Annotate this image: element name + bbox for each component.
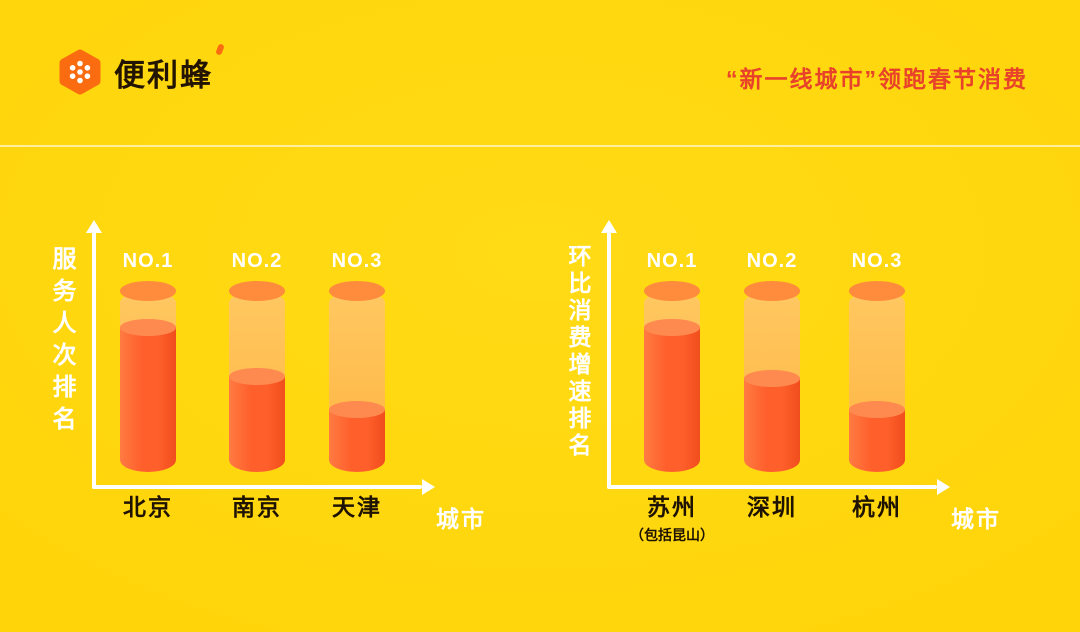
- cylinder-fill: [849, 400, 905, 472]
- x-axis: [607, 485, 937, 489]
- y-axis-label: 环比消费增速排名: [565, 244, 591, 460]
- city-label: 天津: [332, 494, 382, 520]
- cylinder-rim: [744, 281, 800, 301]
- y-axis-label: 服务人次排名: [48, 246, 75, 438]
- cylinder-rim: [120, 281, 176, 301]
- cylinder-tube: [229, 291, 285, 472]
- x-axis-title: 城市: [436, 506, 486, 532]
- bar-column-hangzhou: NO.3 杭州: [849, 250, 905, 522]
- cylinder-fill: [120, 319, 176, 472]
- bar-column-nanjing: NO.2 南京: [229, 250, 285, 522]
- page-title: “新一线城市”领跑春节消费: [726, 66, 1028, 92]
- city-label: 杭州: [852, 494, 902, 520]
- header-divider: [0, 145, 1080, 147]
- cylinder-rim: [849, 281, 905, 301]
- rank-badge: NO.3: [851, 250, 903, 272]
- cylinder-tube: [644, 291, 700, 472]
- cylinder-fill: [329, 400, 385, 472]
- city-label: 深圳: [747, 494, 797, 520]
- y-axis-arrow-icon: [86, 220, 102, 233]
- header: 便利蜂 “新一线城市”领跑春节消费: [0, 0, 1080, 145]
- cylinder-rim: [229, 281, 285, 301]
- rank-badge: NO.2: [231, 250, 283, 272]
- bar-column-tianjin: NO.3 天津: [329, 250, 385, 522]
- cylinder-tube: [744, 291, 800, 472]
- city-label: 苏州: [647, 494, 697, 520]
- cylinder-fill: [229, 368, 285, 472]
- bar-column-beijing: NO.1 北京: [120, 250, 176, 522]
- cylinder-tube: [329, 291, 385, 472]
- y-axis: [607, 232, 611, 489]
- cylinder-tube: [849, 291, 905, 472]
- cylinder-rim: [644, 281, 700, 301]
- city-note: （包括昆山）: [630, 527, 714, 543]
- x-axis: [92, 485, 422, 489]
- brand-logo: 便利蜂: [56, 43, 225, 96]
- rank-badge: NO.2: [746, 250, 798, 272]
- cylinder-tube: [120, 291, 176, 472]
- x-axis-title: 城市: [951, 506, 1001, 532]
- city-label: 南京: [232, 494, 282, 520]
- honeycomb-logo-icon: [59, 49, 101, 95]
- rank-badge: NO.1: [122, 250, 174, 272]
- brand-name: 便利蜂: [114, 57, 213, 93]
- x-axis-arrow-icon: [937, 479, 950, 495]
- x-axis-arrow-icon: [422, 479, 435, 495]
- cylinder-fill: [644, 319, 700, 472]
- city-label: 北京: [123, 494, 173, 520]
- logo-accent-icon: [215, 43, 225, 56]
- cylinder-fill: [744, 369, 800, 472]
- rank-badge: NO.1: [646, 250, 698, 272]
- bar-column-shenzhen: NO.2 深圳: [744, 250, 800, 522]
- bar-column-suzhou: NO.1 苏州 （包括昆山）: [630, 250, 714, 545]
- y-axis: [92, 232, 96, 489]
- cylinder-rim: [329, 281, 385, 301]
- y-axis-arrow-icon: [601, 220, 617, 233]
- rank-badge: NO.3: [331, 250, 383, 272]
